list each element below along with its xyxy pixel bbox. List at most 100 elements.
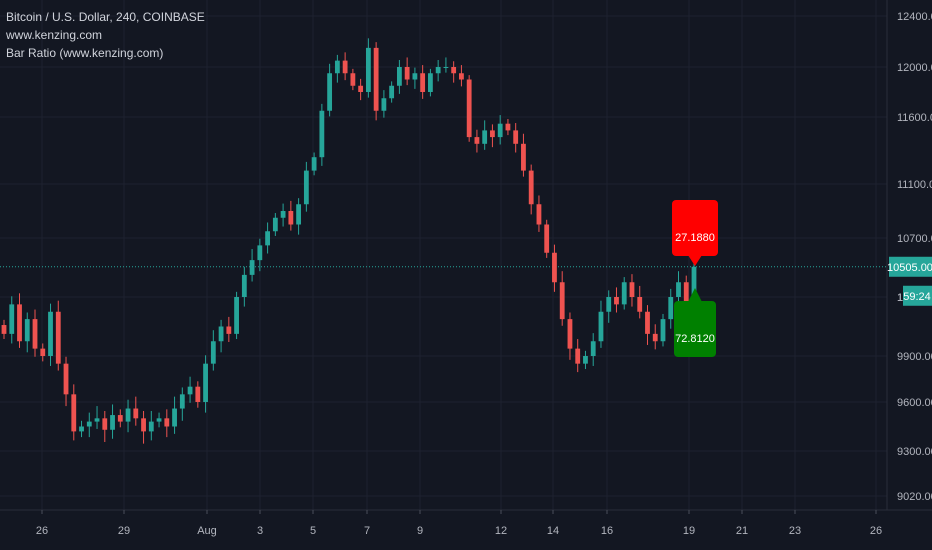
candle-body-38 [296, 204, 302, 225]
candle-body-21 [164, 418, 170, 427]
candle-body-32 [249, 260, 255, 275]
countdown-box [903, 285, 932, 306]
candle-body-11 [86, 421, 92, 427]
candle-body-49 [381, 98, 387, 111]
candle-body-44 [342, 60, 348, 74]
candle-body-40 [311, 157, 317, 171]
candle-body-39 [303, 170, 309, 205]
candle-body-55 [428, 73, 433, 92]
candle-body-83 [645, 311, 650, 334]
x-tick-label: 26 [870, 525, 882, 537]
upper-label-box [672, 200, 718, 256]
y-tick-label: 11600.00 [897, 112, 932, 124]
symbol-title[interactable]: Bitcoin / U.S. Dollar, 240, COINBASE [6, 10, 205, 24]
countdown-text: 59:24 [903, 291, 931, 303]
x-tick-label: 23 [789, 525, 801, 537]
candle-body-42 [327, 73, 333, 111]
candle-body-30 [234, 297, 239, 334]
candle-body-29 [226, 326, 232, 334]
indicator-name[interactable]: Bar Ratio (www.kenzing.com) [6, 46, 164, 60]
candle-body-33 [257, 245, 263, 261]
x-tick-label: 29 [118, 525, 130, 537]
candle-body-26 [203, 363, 208, 402]
candle-body-56 [435, 67, 441, 74]
candle-body-75 [583, 356, 588, 364]
candle-body-80 [621, 282, 627, 305]
candle-body-8 [63, 363, 69, 395]
candle-body-64 [497, 123, 503, 138]
candle-body-74 [575, 348, 581, 364]
candle-body-82 [637, 297, 643, 312]
candle-body-57 [443, 67, 449, 68]
y-tick-label: 11100.00 [897, 179, 932, 191]
indicator-line[interactable]: www.kenzing.com [6, 28, 103, 42]
candle-body-20 [156, 418, 162, 422]
candle-body-61 [474, 137, 480, 144]
lower-label-box [674, 301, 716, 357]
x-tick-label: 9 [417, 525, 423, 537]
candle-body-17 [133, 408, 139, 419]
x-tick-label: 5 [310, 525, 316, 537]
candle-body-3 [24, 319, 30, 342]
upper-label-text: 27.1880 [675, 232, 715, 244]
candle-body-12 [94, 418, 100, 422]
y-tick-label: 12400.00 [897, 11, 932, 23]
candle-body-85 [660, 319, 666, 342]
chart-legend: Bitcoin / U.S. Dollar, 240, COINBASE www… [6, 8, 205, 62]
price-tag-box [889, 256, 932, 277]
candle-body-19 [148, 421, 154, 432]
candle-body-27 [210, 341, 216, 364]
candle-body-2 [17, 304, 22, 342]
candle-body-15 [117, 415, 123, 422]
upper-label-pointer [688, 255, 702, 266]
candle-body-7 [55, 311, 61, 364]
candles [1, 38, 697, 444]
candle-body-71 [552, 252, 557, 283]
candle-body-22 [172, 408, 177, 427]
price-tag-text: 10505.00 [887, 262, 932, 274]
candle-body-62 [482, 130, 488, 144]
grid [0, 0, 887, 510]
candle-body-65 [505, 123, 511, 131]
candle-body-31 [241, 274, 247, 297]
candle-body-28 [218, 326, 224, 342]
candle-body-36 [280, 211, 286, 218]
candle-body-79 [614, 297, 619, 305]
candle-body-43 [334, 60, 340, 74]
y-tick-label: 10700.00 [897, 233, 932, 245]
candle-body-10 [79, 426, 84, 432]
candle-body-37 [288, 211, 294, 225]
candle-body-89 [691, 266, 697, 305]
x-tick-label: 7 [364, 525, 370, 537]
lower-label-pointer [688, 288, 702, 302]
candle-body-73 [567, 319, 573, 349]
x-tick-label: 12 [495, 525, 507, 537]
y-tick-label: 9020.00 [897, 491, 932, 503]
x-tick-label: 26 [36, 525, 48, 537]
candle-body-18 [141, 418, 146, 432]
y-tick-label: 9600.00 [897, 397, 932, 409]
candle-body-47 [365, 47, 371, 92]
candle-body-23 [179, 394, 185, 409]
lower-ratio-label: 72.8120 [674, 288, 716, 357]
y-tick-label: 9300.00 [897, 446, 932, 458]
candle-body-35 [272, 217, 278, 232]
candle-body-6 [48, 311, 53, 356]
x-tick-label: 14 [547, 525, 559, 537]
candle-body-48 [373, 47, 379, 111]
candle-body-72 [559, 282, 565, 320]
candle-body-77 [598, 311, 604, 342]
candle-body-59 [459, 73, 464, 80]
candle-body-68 [528, 170, 534, 205]
candle-body-14 [110, 415, 115, 430]
candle-body-24 [187, 386, 193, 395]
candle-body-88 [683, 282, 689, 305]
candle-body-1 [9, 304, 15, 334]
candle-body-46 [358, 85, 364, 92]
candle-body-52 [404, 67, 410, 80]
candle-body-84 [652, 333, 658, 342]
y-tick-label: 12000.00 [897, 62, 932, 74]
y-tick-label: 9900.00 [897, 351, 932, 363]
price-tag: 10505.00 [887, 256, 932, 277]
